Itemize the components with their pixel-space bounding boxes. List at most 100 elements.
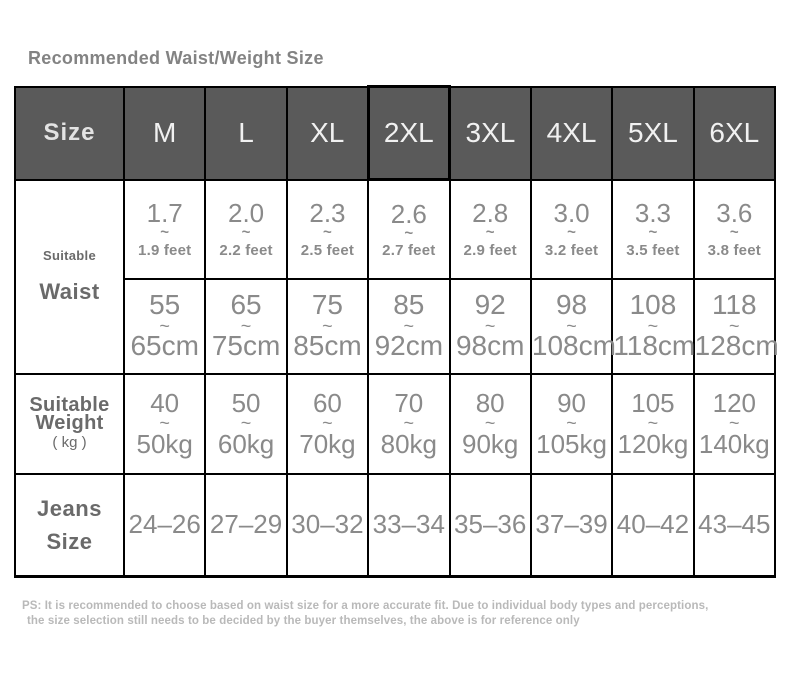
cm-min: 65 [230, 288, 262, 320]
tilde: ~ [648, 224, 658, 242]
waist-cm-cell: 85 ~ 92cm [367, 277, 451, 375]
weight-min: 80 [475, 387, 505, 418]
cm-min: 118 [711, 288, 757, 320]
header-row: Size M L XL 2XL 3XL 4XL 5XL 6XL [14, 85, 777, 181]
weight-label-suitable: Suitable [29, 393, 110, 416]
tilde: ~ [566, 413, 577, 434]
weight-label-unit: ( kg ) [52, 434, 87, 452]
cm-max: 108cm [531, 330, 616, 362]
feet-min: 3.6 [716, 198, 753, 229]
waist-feet-row: Suitable Waist 1.7 ~ 1.9 feet 2.0 ~ 2.2 … [14, 178, 777, 375]
waist-cm-cell: 75 ~ 85cm [285, 277, 370, 375]
weight-min: 120 [712, 387, 756, 418]
tilde: ~ [484, 413, 496, 434]
waist-cm-cell: 92 ~ 98cm [448, 277, 532, 375]
jeans-size-cell: 24–26 [122, 472, 207, 578]
waist-feet-cell: 3.6 ~ 3.8 feet [692, 178, 777, 280]
waist-feet-cell: 3.0 ~ 3.2 feet [529, 178, 614, 280]
weight-row: Suitable Weight ( kg ) 40 ~ 50kg 50 ~ 60… [14, 372, 777, 475]
waist-cm-cell: 55 ~ 65cm [122, 277, 207, 375]
feet-min: 2.8 [472, 198, 509, 229]
waist-feet-cell: 2.6 ~ 2.7 feet [367, 178, 451, 280]
jeans-label-size: Size [46, 528, 93, 554]
weight-cell: 60 ~ 70kg [285, 372, 370, 475]
feet-max: 2.5 feet [300, 241, 355, 259]
weight-min: 50 [231, 387, 261, 418]
waist-cm-cell: 108 ~ 118cm [611, 277, 696, 375]
weight-max: 60kg [217, 428, 275, 459]
feet-min: 2.3 [309, 198, 346, 229]
waist-cm-cell: 98 ~ 108cm [529, 277, 616, 375]
cm-max: 98cm [455, 330, 525, 362]
feet-min: 1.7 [146, 198, 183, 229]
weight-cell: 50 ~ 60kg [204, 372, 288, 475]
feet-max: 3.8 feet [707, 241, 761, 259]
weight-max: 105kg [536, 428, 607, 459]
jeans-size-cell: 43–45 [692, 472, 777, 578]
jeans-size-cell: 40–42 [611, 472, 695, 578]
tilde: ~ [240, 413, 252, 434]
waist-row-label: Suitable Waist [14, 178, 125, 375]
waist-cm-row: 55 ~ 65cm 65 ~ 75cm 75 ~ 85cm 85 ~ 92cm … [15, 277, 779, 375]
weight-min: 60 [312, 387, 342, 418]
weight-cell: 40 ~ 50kg [122, 372, 207, 475]
jeans-size-cell: 33–34 [367, 472, 451, 578]
tilde: ~ [241, 224, 251, 242]
jeans-row: Jeans Size 24–26 27–29 30–32 33–34 35–36… [14, 472, 777, 578]
page-title: Recommended Waist/Weight Size [28, 48, 324, 68]
jeans-size-cell: 35–36 [448, 472, 532, 578]
tilde: ~ [322, 315, 333, 336]
disclaimer-note: PS: It is recommended to choose based on… [22, 599, 708, 629]
waist-feet-cell: 2.8 ~ 2.9 feet [448, 178, 532, 280]
cm-min: 98 [555, 288, 588, 320]
feet-max: 1.9 feet [138, 241, 192, 259]
header-size-xl: XL [285, 85, 370, 181]
header-size-5xl: 5XL [611, 85, 695, 181]
feet-max: 2.9 feet [463, 241, 517, 259]
tilde: ~ [647, 413, 659, 434]
weight-max: 90kg [461, 428, 519, 459]
tilde: ~ [404, 224, 414, 242]
tilde: ~ [485, 224, 495, 242]
waist-label-waist: Waist [39, 279, 100, 304]
cm-min: 75 [311, 288, 344, 320]
header-size-3xl: 3XL [448, 85, 532, 181]
jeans-label-jeans: Jeans [37, 495, 102, 521]
cm-min: 55 [149, 288, 181, 320]
weight-max: 120kg [617, 428, 689, 459]
weight-cell: 120 ~ 140kg [692, 372, 777, 475]
header-size-label: Size [14, 85, 125, 181]
jeans-size-cell: 27–29 [204, 472, 288, 578]
weight-max: 140kg [698, 428, 770, 459]
tilde: ~ [729, 413, 740, 434]
weight-min: 105 [631, 387, 675, 418]
feet-min: 2.6 [390, 198, 427, 229]
tilde: ~ [403, 315, 415, 336]
cm-min: 92 [474, 288, 506, 320]
tilde: ~ [159, 413, 170, 434]
tilde: ~ [323, 224, 332, 242]
feet-min: 3.3 [634, 198, 672, 229]
header-size-6xl: 6XL [692, 85, 777, 181]
waist-cm-cell: 118 ~ 128cm [692, 277, 779, 375]
cm-max: 118cm [613, 330, 696, 362]
tilde: ~ [647, 315, 659, 336]
tilde: ~ [159, 315, 170, 336]
weight-max: 70kg [299, 428, 356, 459]
feet-min: 3.0 [553, 198, 590, 229]
waist-feet-cell: 2.3 ~ 2.5 feet [285, 178, 370, 280]
tilde: ~ [403, 413, 415, 434]
weight-min: 40 [150, 387, 180, 418]
waist-feet-cell: 1.7 ~ 1.9 feet [122, 178, 207, 280]
feet-max: 3.5 feet [626, 241, 680, 259]
cm-max: 92cm [374, 330, 444, 362]
cm-max: 65cm [130, 330, 199, 362]
weight-cell: 90 ~ 105kg [529, 372, 614, 475]
header-size-m: M [122, 85, 207, 181]
cm-min: 85 [393, 288, 425, 320]
disclaimer-line-1: PS: It is recommended to choose based on… [22, 600, 709, 612]
weight-label-weight: Weight [35, 412, 104, 434]
waist-feet-cell: 2.0 ~ 2.2 feet [204, 178, 288, 280]
weight-row-label: Suitable Weight ( kg ) [14, 372, 125, 475]
header-size-2xl-highlighted: 2XL [366, 85, 452, 181]
